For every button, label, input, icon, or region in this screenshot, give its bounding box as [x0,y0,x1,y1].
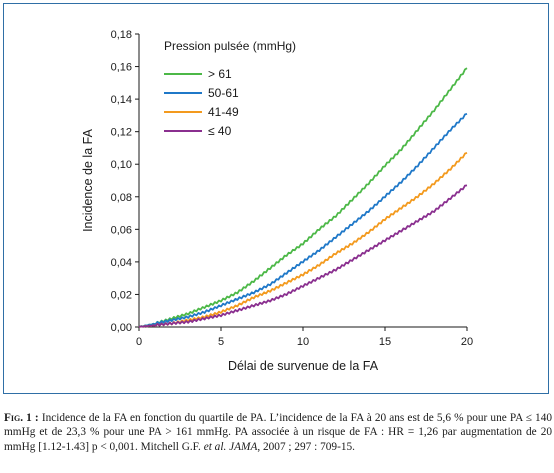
x-tick-label: 0 [136,336,142,348]
x-tick-label: 20 [461,336,473,348]
y-tick-label: 0,04 [111,257,132,269]
y-tick-label: 0,18 [111,29,132,41]
y-tick-label: 0,06 [111,224,132,236]
y-tick-label: 0,14 [111,94,132,106]
x-axis-label: Délai de survenue de la FA [228,359,379,373]
series-line [138,184,468,328]
series-line [138,67,468,328]
series-line [138,151,468,328]
y-tick-label: 0,08 [111,192,132,204]
legend-label: ≤ 40 [208,124,232,138]
x-tick-label: 15 [379,336,391,348]
x-tick-label: 10 [297,336,309,348]
legend-label: 41-49 [208,105,239,119]
figure-frame [3,3,549,394]
legend-label: 50-61 [208,86,239,100]
figure-caption: Fig. 1 : Incidence de la FA en fonction … [4,411,552,454]
x-ticks: 0 5 10 15 20 [136,327,473,348]
axes [138,34,467,328]
legend-title: Pression pulsée (mmHg) [164,39,296,53]
chart: 0,00 0,02 0,04 0,06 0,08 0,10 0,12 0,14 0,16 0,18… [81,29,473,373]
legend-label: > 61 [208,67,232,81]
caption-figure-label: Fig. 1 : [4,412,39,424]
legend: Pression pulsée (mmHg) > 61 50-61 41-49 ≤ 4… [164,39,296,138]
caption-text: Incidence de la FA en fonction du quarti… [4,412,552,453]
series-line [138,112,468,328]
y-tick-label: 0,02 [111,289,132,301]
y-tick-label: 0,12 [111,127,132,139]
y-tick-label: 0,16 [111,62,132,74]
x-tick-label: 5 [218,336,224,348]
y-tick-label: 0,00 [111,322,132,334]
caption-et-al: et al. [203,440,227,453]
series-lines [138,67,468,328]
y-tick-label: 0,10 [111,159,132,171]
y-ticks: 0,00 0,02 0,04 0,06 0,08 0,10 0,12 0,14 0,16 0,18 [111,29,139,334]
caption-citation: , 2007 ; 297 : 709-15. [257,440,355,453]
y-axis-label: Incidence de la FA [81,128,95,232]
caption-journal: JAMA [229,440,258,453]
